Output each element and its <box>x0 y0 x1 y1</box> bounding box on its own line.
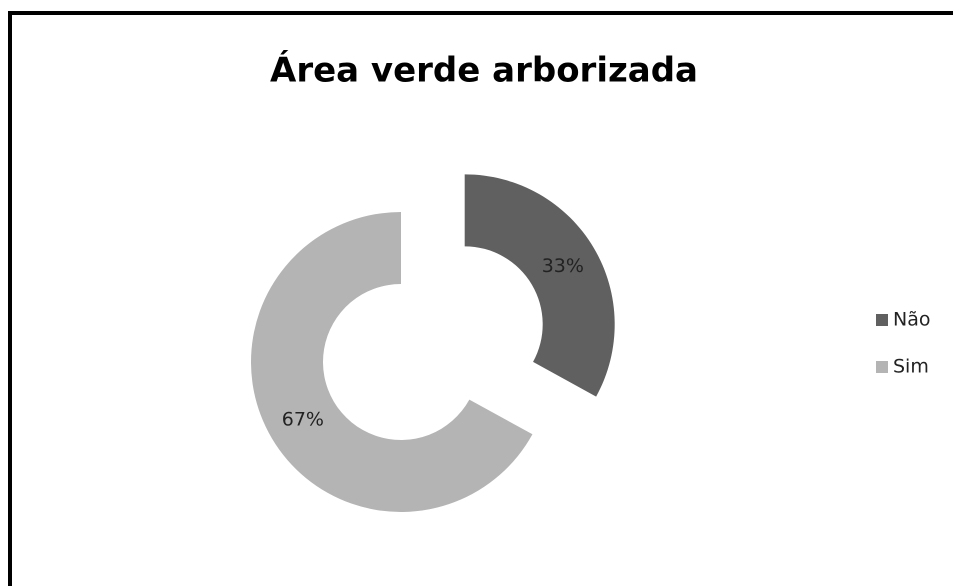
slice <box>464 174 615 397</box>
chart-title: Área verde arborizada <box>270 50 698 91</box>
slice <box>251 212 533 513</box>
chart-frame <box>8 11 953 586</box>
data-label: 33% <box>542 255 584 277</box>
legend-label: Sim <box>893 356 929 378</box>
legend-swatch <box>876 361 888 373</box>
data-label: 67% <box>282 409 324 431</box>
legend-label: Não <box>893 309 930 331</box>
legend-swatch <box>876 314 888 326</box>
